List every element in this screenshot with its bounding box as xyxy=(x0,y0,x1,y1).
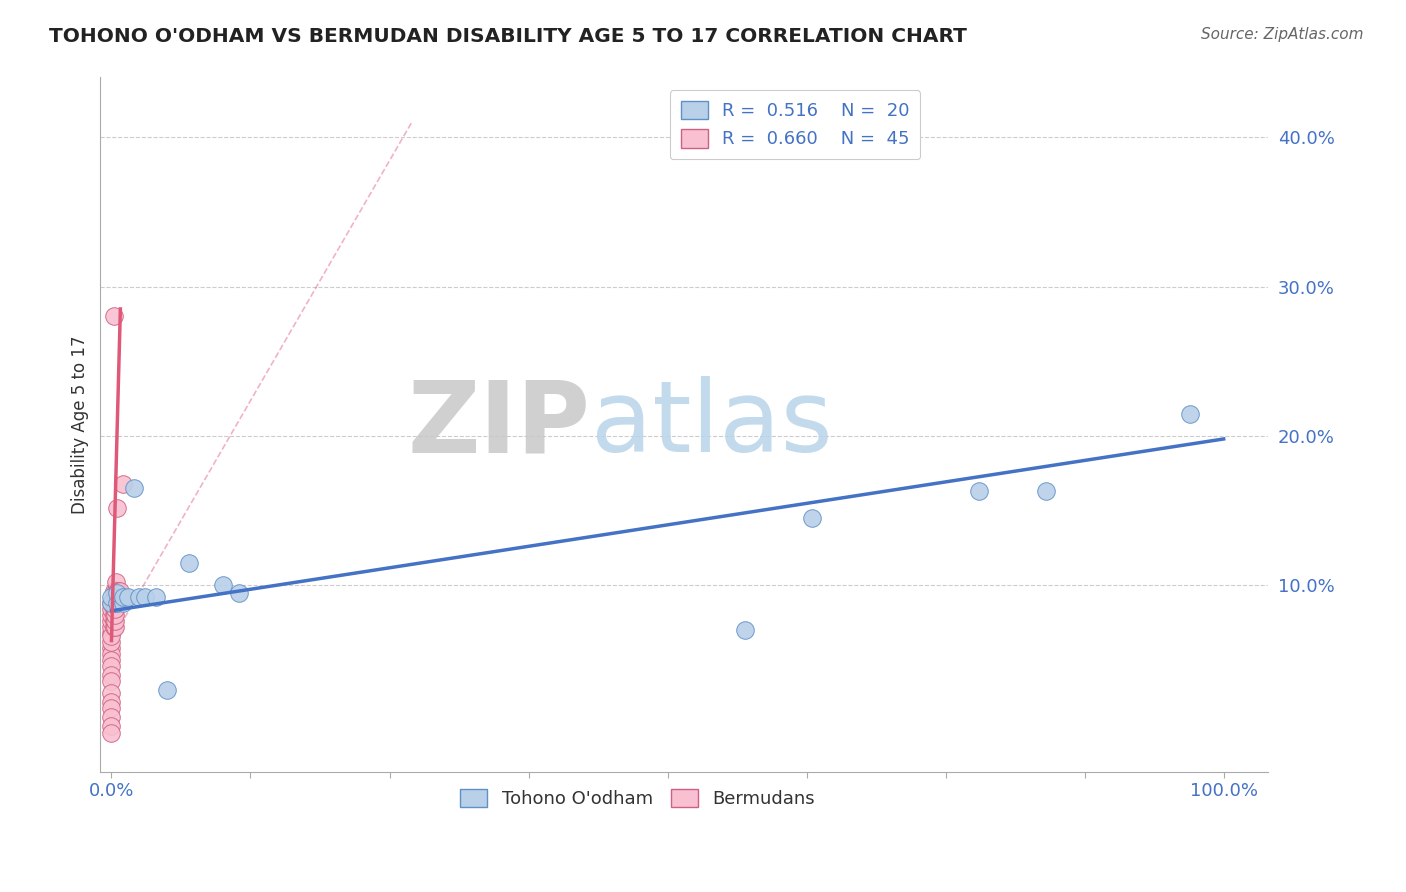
Point xyxy=(100,673,122,688)
Point xyxy=(1035,484,1057,499)
Point xyxy=(103,310,125,324)
Text: ZIP: ZIP xyxy=(408,376,591,474)
Point xyxy=(100,596,122,610)
Point xyxy=(104,620,127,634)
Point xyxy=(967,484,990,499)
Point xyxy=(100,608,122,623)
Point xyxy=(104,582,127,597)
Point xyxy=(100,614,122,628)
Point xyxy=(103,620,125,634)
Point xyxy=(104,575,127,590)
Point xyxy=(105,596,128,610)
Point xyxy=(122,481,145,495)
Point xyxy=(100,653,122,667)
Text: atlas: atlas xyxy=(591,376,832,474)
Point xyxy=(1180,407,1202,421)
Point xyxy=(100,647,122,661)
Text: TOHONO O'ODHAM VS BERMUDAN DISABILITY AGE 5 TO 17 CORRELATION CHART: TOHONO O'ODHAM VS BERMUDAN DISABILITY AG… xyxy=(49,27,967,45)
Point xyxy=(105,500,128,515)
Point xyxy=(100,701,122,715)
Legend: Tohono O'odham, Bermudans: Tohono O'odham, Bermudans xyxy=(453,781,823,815)
Point xyxy=(228,586,250,600)
Point xyxy=(100,686,122,700)
Point xyxy=(108,591,131,605)
Point xyxy=(801,511,824,525)
Point xyxy=(100,629,122,643)
Point xyxy=(100,620,122,634)
Point xyxy=(104,608,127,623)
Point xyxy=(103,602,125,616)
Point xyxy=(734,623,756,637)
Point xyxy=(103,596,125,610)
Point xyxy=(105,586,128,600)
Point xyxy=(105,584,128,599)
Point xyxy=(111,476,134,491)
Point xyxy=(103,584,125,599)
Point xyxy=(104,614,127,628)
Point xyxy=(103,614,125,628)
Point xyxy=(156,682,179,697)
Point xyxy=(100,710,122,724)
Point xyxy=(100,695,122,709)
Point xyxy=(100,719,122,733)
Point xyxy=(100,726,122,740)
Point xyxy=(100,668,122,682)
Point xyxy=(117,591,139,605)
Point xyxy=(104,602,127,616)
Point xyxy=(105,591,128,605)
Text: Source: ZipAtlas.com: Source: ZipAtlas.com xyxy=(1201,27,1364,42)
Point xyxy=(100,626,122,640)
Point xyxy=(100,641,122,656)
Point xyxy=(111,596,134,610)
Point xyxy=(100,602,122,616)
Point xyxy=(103,591,125,605)
Point xyxy=(100,591,122,605)
Point xyxy=(111,591,134,605)
Point xyxy=(128,591,150,605)
Y-axis label: Disability Age 5 to 17: Disability Age 5 to 17 xyxy=(72,335,89,514)
Point xyxy=(107,584,129,599)
Point xyxy=(110,584,132,599)
Point xyxy=(100,596,122,610)
Point xyxy=(103,608,125,623)
Point xyxy=(104,596,127,610)
Point xyxy=(107,591,129,605)
Point xyxy=(179,556,201,570)
Point xyxy=(134,591,156,605)
Point xyxy=(110,591,132,605)
Point xyxy=(100,635,122,649)
Point xyxy=(145,591,167,605)
Point xyxy=(211,578,233,592)
Point xyxy=(100,659,122,673)
Point xyxy=(104,591,127,605)
